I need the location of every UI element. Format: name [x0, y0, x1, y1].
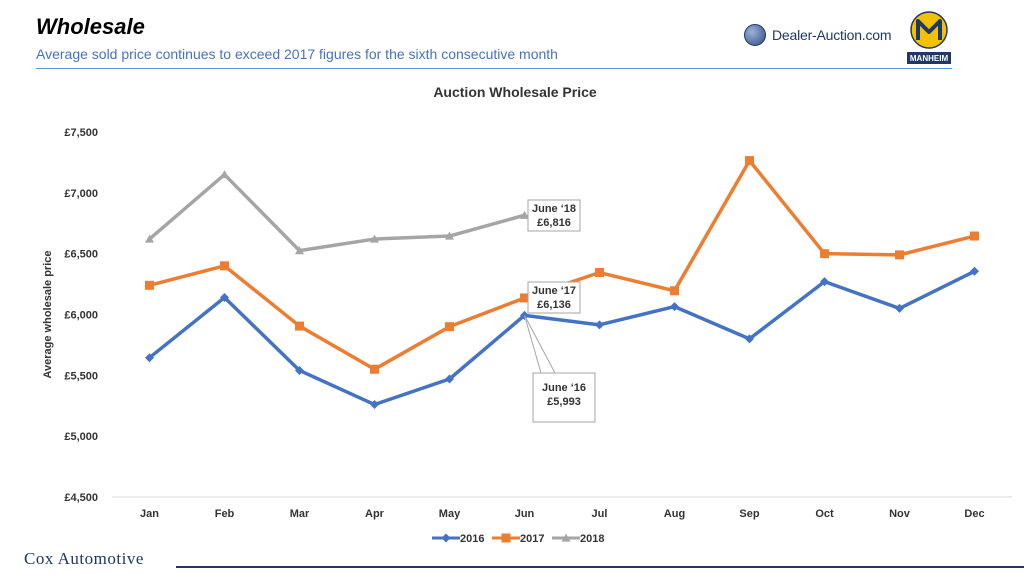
x-tick-label: Jan — [140, 508, 159, 520]
x-tick-label: Aug — [664, 508, 685, 520]
data-point-2017 — [895, 250, 904, 260]
x-tick-label: Jul — [592, 508, 608, 520]
callout-pointer — [524, 315, 556, 374]
y-tick-label: £4,500 — [64, 492, 98, 504]
y-tick-label: £7,500 — [64, 127, 98, 139]
x-tick-label: Dec — [964, 508, 984, 520]
data-point-2017 — [370, 364, 379, 374]
x-tick-label: May — [439, 508, 461, 520]
data-point-2018 — [520, 210, 529, 219]
legend-label-2016: 2016 — [460, 533, 484, 545]
data-point-2017 — [145, 280, 154, 290]
callout-box — [532, 372, 596, 423]
legend-marker-2016 — [441, 533, 451, 543]
data-point-2017 — [220, 261, 229, 271]
data-point-2016 — [595, 320, 604, 330]
data-point-2016 — [220, 292, 229, 302]
y-tick-label: £7,000 — [64, 188, 98, 200]
data-point-2018 — [370, 234, 379, 243]
data-point-2016 — [445, 374, 454, 384]
legend-marker-2018 — [561, 533, 571, 542]
footer-divider — [176, 566, 1024, 568]
page-title: Wholesale — [36, 14, 145, 39]
legend-label-2018: 2018 — [580, 533, 604, 545]
data-point-2017 — [295, 321, 304, 331]
callout-label: June ‘16 — [542, 382, 586, 394]
callout-label: June ‘18 — [532, 203, 576, 215]
series-line-2017 — [147, 158, 977, 371]
data-point-2016 — [970, 266, 979, 276]
data-point-2017 — [595, 268, 604, 278]
callout-box — [527, 281, 581, 314]
legend-label-2017: 2017 — [520, 533, 544, 545]
data-point-2018 — [145, 234, 154, 243]
x-tick-label: Apr — [365, 508, 385, 520]
x-tick-label: Oct — [815, 508, 834, 520]
y-tick-label: £5,500 — [64, 370, 98, 382]
data-point-2017 — [520, 293, 529, 303]
x-tick-label: Mar — [290, 508, 310, 520]
data-point-2017 — [820, 249, 829, 259]
x-tick-label: Nov — [889, 508, 911, 520]
data-point-2017 — [970, 231, 979, 241]
data-point-2017 — [670, 286, 679, 296]
data-point-2016 — [820, 277, 829, 287]
callout-label: June ‘17 — [532, 285, 576, 297]
x-tick-label: Sep — [739, 508, 759, 520]
callout-value: £6,816 — [537, 217, 571, 229]
cox-automotive-logo: Cox Automotive — [24, 549, 144, 568]
data-point-2018 — [445, 231, 454, 240]
y-tick-label: £5,000 — [64, 431, 98, 443]
legend-marker-2017 — [501, 533, 511, 543]
callout-value: £6,136 — [537, 299, 571, 311]
page-subtitle: Average sold price continues to exceed 2… — [36, 46, 558, 62]
data-point-2016 — [145, 353, 154, 363]
callout-box — [527, 199, 581, 232]
globe-icon — [744, 24, 766, 46]
y-axis-label: Average wholesale price — [42, 251, 54, 379]
data-point-2017 — [445, 322, 454, 332]
data-point-2016 — [895, 303, 904, 313]
series-line-2016 — [147, 269, 977, 407]
data-point-2018 — [220, 170, 229, 179]
y-tick-label: £6,000 — [64, 310, 98, 322]
y-tick-label: £6,500 — [64, 249, 98, 261]
header-divider — [36, 68, 952, 69]
data-point-2016 — [370, 400, 379, 410]
chart-title: Auction Wholesale Price — [433, 84, 597, 100]
dealer-auction-logo: Dealer-Auction.com — [744, 24, 892, 46]
manheim-logo: MANHEIM — [907, 11, 951, 64]
dealer-auction-brand-text: Dealer-Auction.com — [772, 27, 892, 43]
x-tick-label: Jun — [515, 508, 535, 520]
series-line-2018 — [147, 172, 527, 253]
data-point-2016 — [745, 334, 754, 344]
data-point-2016 — [670, 302, 679, 312]
data-point-2017 — [745, 156, 754, 166]
manheim-logo-text: MANHEIM — [910, 54, 949, 63]
data-point-2018 — [295, 246, 304, 255]
data-point-2016 — [295, 365, 304, 375]
callout-value: £5,993 — [547, 396, 581, 408]
x-tick-label: Feb — [215, 508, 235, 520]
